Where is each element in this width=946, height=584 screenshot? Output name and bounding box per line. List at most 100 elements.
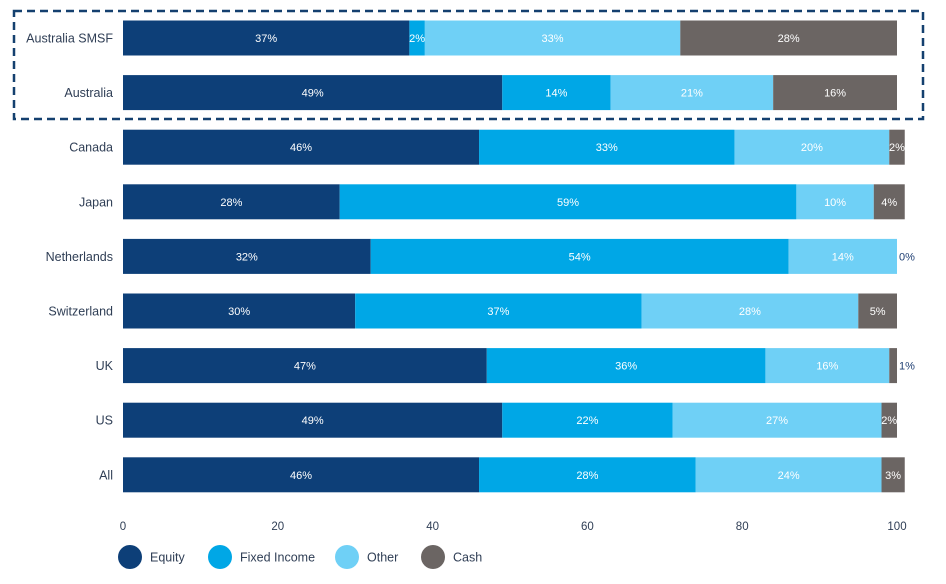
bar-canada-equity [123, 129, 480, 165]
bar-uk-other [765, 348, 890, 384]
category-label-us: US [96, 414, 113, 428]
bar-row-japan: Japan 28% 59% 10% 4% [79, 184, 905, 220]
bar-row-australia-smsf: Australia SMSF 37% 2% 33% 28% [26, 20, 897, 56]
value-label-australia-other: 21% [681, 88, 703, 100]
value-label-australia-smsf-cash: 28% [778, 33, 800, 45]
value-label-australia-cash: 16% [824, 88, 846, 100]
bar-switzerland-other [641, 293, 859, 329]
bar-netherlands-other [788, 238, 897, 274]
value-label-switzerland-fixed-income: 37% [487, 306, 509, 318]
value-label-uk-cash: 1% [899, 361, 915, 373]
x-tick-label-40: 40 [426, 521, 439, 533]
value-label-canada-cash: 2% [889, 142, 905, 154]
value-label-canada-fixed-income: 33% [596, 142, 618, 154]
legend-swatch-fixed-income [208, 545, 232, 569]
value-label-australia-smsf-other: 33% [542, 33, 564, 45]
value-label-all-cash: 3% [885, 470, 901, 482]
bar-netherlands-equity [123, 238, 371, 274]
highlight-dashed-box [12, 9, 925, 121]
bar-us-other [672, 402, 882, 438]
value-label-all-other: 24% [778, 470, 800, 482]
value-label-australia-fixed-income: 14% [545, 88, 567, 100]
bar-australia-smsf-equity [123, 20, 410, 56]
bar-row-australia: Australia 49% 14% 21% 16% [64, 75, 897, 111]
legend-item-fixed-income: Fixed Income [208, 545, 315, 569]
value-label-uk-equity: 47% [294, 361, 316, 373]
value-label-japan-equity: 28% [220, 197, 242, 209]
value-label-japan-fixed-income: 59% [557, 197, 579, 209]
category-label-switzerland: Switzerland [48, 305, 113, 319]
bar-row-all: All 46% 28% 24% 3% [99, 457, 905, 493]
value-label-us-other: 27% [766, 415, 788, 427]
bar-canada-cash [889, 129, 905, 165]
bar-switzerland-equity [123, 293, 356, 329]
bar-all-other [695, 457, 882, 493]
value-label-us-cash: 2% [881, 415, 897, 427]
category-label-netherlands: Netherlands [46, 250, 113, 264]
value-label-switzerland-equity: 30% [228, 306, 250, 318]
bar-switzerland-fixed-income [355, 293, 642, 329]
value-label-switzerland-other: 28% [739, 306, 761, 318]
bar-uk-fixed-income [486, 348, 766, 384]
value-label-netherlands-other: 14% [832, 251, 854, 263]
x-tick-label-60: 60 [581, 521, 594, 533]
legend-item-equity: Equity [118, 545, 185, 569]
value-label-japan-other: 10% [824, 197, 846, 209]
bar-australia-smsf-cash [680, 20, 897, 56]
bar-canada-other [734, 129, 890, 165]
bar-australia-smsf-other [424, 20, 681, 56]
value-label-all-fixed-income: 28% [576, 470, 598, 482]
legend-label-cash: Cash [453, 551, 482, 565]
value-label-canada-equity: 46% [290, 142, 312, 154]
value-label-us-fixed-income: 22% [576, 415, 598, 427]
x-tick-label-100: 100 [887, 521, 906, 533]
legend-swatch-cash [421, 545, 445, 569]
category-label-canada: Canada [69, 141, 113, 155]
bar-japan-cash [873, 184, 905, 220]
value-label-netherlands-cash: 0% [899, 251, 915, 263]
bar-uk-equity [123, 348, 487, 384]
value-label-switzerland-cash: 5% [870, 306, 886, 318]
value-label-australia-equity: 49% [302, 88, 324, 100]
bar-japan-equity [123, 184, 340, 220]
value-label-australia-smsf-equity: 37% [255, 33, 277, 45]
bar-australia-cash [773, 75, 897, 111]
bar-netherlands-fixed-income [370, 238, 789, 274]
bar-row-netherlands: Netherlands 32% 54% 14% 0% [46, 238, 915, 274]
highlight-box [12, 9, 925, 121]
value-label-netherlands-equity: 32% [236, 251, 258, 263]
value-label-all-equity: 46% [290, 470, 312, 482]
bar-all-fixed-income [479, 457, 696, 493]
bar-australia-smsf-fixed-income [409, 20, 425, 56]
bar-row-switzerland: Switzerland 30% 37% 28% 5% [48, 293, 897, 329]
bar-us-fixed-income [502, 402, 673, 438]
bar-australia-fixed-income [502, 75, 611, 111]
bar-us-equity [123, 402, 503, 438]
legend: Equity Fixed Income Other Cash [118, 545, 482, 569]
value-label-netherlands-fixed-income: 54% [569, 251, 591, 263]
bar-switzerland-cash [858, 293, 897, 329]
value-label-us-equity: 49% [302, 415, 324, 427]
x-tick-label-80: 80 [736, 521, 749, 533]
category-label-australia-smsf: Australia SMSF [26, 32, 113, 46]
bar-row-canada: Canada 46% 33% 20% 2% [69, 129, 905, 165]
bar-australia-equity [123, 75, 503, 111]
bar-row-us: US 49% 22% 27% 2% [96, 402, 897, 438]
bar-australia-other [610, 75, 774, 111]
category-label-australia: Australia [64, 86, 113, 100]
value-label-uk-fixed-income: 36% [615, 361, 637, 373]
bar-us-cash [881, 402, 897, 438]
value-label-australia-smsf-fixed-income: 2% [409, 33, 425, 45]
legend-item-other: Other [335, 545, 398, 569]
legend-label-other: Other [367, 551, 398, 565]
category-label-uk: UK [96, 359, 114, 373]
bar-all-cash [881, 457, 905, 493]
bar-canada-fixed-income [479, 129, 735, 165]
value-label-uk-other: 16% [816, 361, 838, 373]
bar-all-equity [123, 457, 480, 493]
bar-japan-fixed-income [339, 184, 797, 220]
x-tick-label-0: 0 [120, 521, 126, 533]
bar-uk-cash [889, 348, 897, 384]
x-tick-label-20: 20 [271, 521, 284, 533]
